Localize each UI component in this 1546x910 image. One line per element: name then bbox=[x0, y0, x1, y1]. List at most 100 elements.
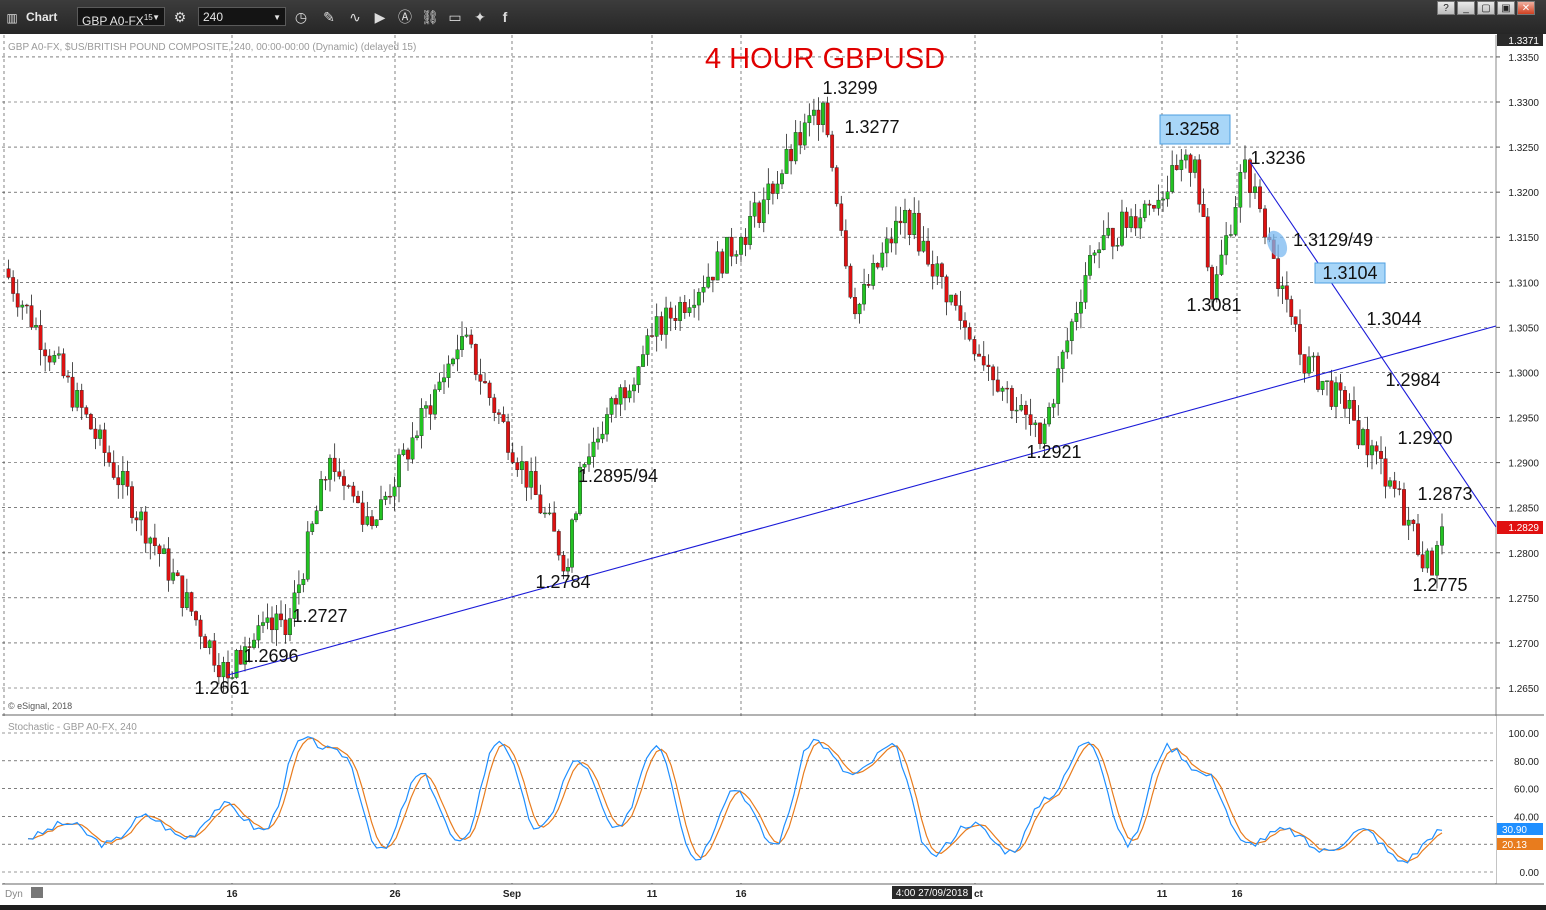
play-icon[interactable]: ▶ bbox=[374, 9, 386, 25]
price-axis[interactable] bbox=[1496, 35, 1544, 715]
chart-svg[interactable]: 1.3350 1.3300 1.3250 1.3200 1.3150 1.3100 1.30… bbox=[0, 34, 1546, 905]
chevron-down-icon[interactable]: ▼ bbox=[273, 13, 281, 22]
candle-body bbox=[1263, 208, 1267, 238]
candle-body bbox=[1193, 159, 1197, 173]
symbol-input[interactable]: GBP A0-FX15 ▼ bbox=[77, 7, 165, 28]
candle-body bbox=[383, 495, 388, 500]
candle-body bbox=[424, 405, 428, 409]
candle-body bbox=[687, 307, 692, 313]
price-tick-label: 1.3250 bbox=[1508, 143, 1539, 154]
candle-body bbox=[198, 619, 203, 637]
x-tick-label: Sep bbox=[503, 889, 521, 900]
price-tick-label: 1.2850 bbox=[1508, 504, 1539, 515]
candle-body bbox=[884, 238, 889, 254]
stoch-k-line bbox=[27, 736, 1443, 864]
minimize-button[interactable]: _ bbox=[1457, 1, 1475, 15]
candle-body bbox=[1019, 405, 1024, 411]
x-tick-label: 16 bbox=[226, 889, 238, 900]
twitter-icon[interactable]: ✦ bbox=[474, 9, 486, 25]
candle-body bbox=[1402, 489, 1406, 526]
candle-body bbox=[715, 251, 720, 281]
stochastic-plot-area[interactable] bbox=[2, 716, 1496, 883]
candle-body bbox=[433, 389, 437, 415]
candle-body bbox=[1142, 203, 1147, 218]
dyn-toggle-icon[interactable] bbox=[31, 887, 43, 898]
candle-body bbox=[866, 284, 871, 286]
candle-body bbox=[802, 122, 807, 146]
candle-body bbox=[949, 294, 954, 303]
candle-body bbox=[410, 437, 415, 460]
restore-button[interactable]: ▢ bbox=[1477, 1, 1495, 15]
price-tick-label: 1.3200 bbox=[1508, 188, 1539, 199]
candle-body bbox=[940, 263, 944, 277]
candle-body bbox=[903, 209, 907, 224]
candle-body bbox=[775, 183, 780, 194]
price-annotation: 1.2661 bbox=[194, 678, 249, 698]
candle-body bbox=[1079, 301, 1083, 314]
candle-body bbox=[1338, 382, 1343, 391]
candle-body bbox=[958, 305, 963, 321]
candle-body bbox=[15, 293, 20, 308]
candle-body bbox=[770, 183, 775, 194]
gear-icon[interactable]: ⚙ bbox=[173, 9, 187, 25]
help-button[interactable]: ? bbox=[1437, 1, 1455, 15]
candle-body bbox=[134, 517, 139, 521]
candle-body bbox=[464, 334, 469, 337]
axis-top-box bbox=[1497, 34, 1543, 46]
candle-body bbox=[212, 640, 217, 666]
candle-body bbox=[1124, 211, 1129, 228]
candle-body bbox=[469, 334, 474, 345]
pencil-icon[interactable]: ✎ bbox=[323, 9, 335, 25]
candle-body bbox=[673, 318, 678, 321]
candle-body bbox=[6, 268, 11, 278]
candle-body bbox=[935, 263, 940, 277]
candle-body bbox=[614, 398, 618, 405]
candle-body bbox=[270, 617, 274, 631]
candle-body bbox=[650, 335, 654, 337]
candle-body bbox=[825, 102, 830, 136]
highlight-marker bbox=[1266, 230, 1288, 258]
candle-body bbox=[392, 486, 397, 497]
rising-trendline[interactable] bbox=[227, 325, 1497, 676]
close-button[interactable]: ✕ bbox=[1517, 1, 1535, 15]
price-annotation: 1.3236 bbox=[1250, 148, 1305, 168]
candle-body bbox=[529, 471, 534, 488]
candle-body bbox=[1365, 429, 1370, 456]
candle-body bbox=[1425, 550, 1430, 569]
price-annotation: 1.3258 bbox=[1164, 119, 1219, 139]
candle-body bbox=[857, 303, 862, 315]
candle-body bbox=[587, 456, 591, 465]
candle-body bbox=[98, 429, 102, 439]
candle-body bbox=[1224, 235, 1229, 256]
candle-body bbox=[1420, 554, 1425, 569]
candle-body bbox=[70, 376, 75, 408]
chevron-down-icon[interactable]: ▼ bbox=[152, 13, 160, 22]
candle-body bbox=[725, 236, 729, 274]
facebook-icon[interactable]: f bbox=[502, 9, 508, 25]
candle-body bbox=[120, 470, 125, 486]
candle-body bbox=[578, 466, 582, 514]
alert-icon[interactable]: Ⓐ bbox=[398, 9, 412, 25]
candle-body bbox=[1038, 422, 1042, 444]
candle-body bbox=[821, 102, 825, 125]
window-title: Chart bbox=[26, 10, 58, 24]
candle-body bbox=[216, 665, 221, 678]
falling-trendline[interactable] bbox=[1249, 161, 1497, 528]
clock-icon[interactable]: ◷ bbox=[294, 9, 308, 25]
interval-input[interactable]: 240 ▼ bbox=[198, 7, 286, 26]
candle-body bbox=[487, 382, 492, 398]
chart-area[interactable]: 1.3350 1.3300 1.3250 1.3200 1.3150 1.3100 1.30… bbox=[0, 34, 1546, 905]
comment-icon[interactable]: ▭ bbox=[448, 9, 462, 25]
link-icon[interactable]: ⛓ bbox=[421, 9, 439, 25]
candle-body bbox=[1097, 249, 1102, 254]
candle-body bbox=[641, 354, 645, 367]
stoch-tick-label: 100.00 bbox=[1508, 729, 1539, 740]
candle-body bbox=[1298, 324, 1302, 355]
candle-body bbox=[496, 412, 501, 415]
price-plot-area[interactable] bbox=[2, 35, 1496, 715]
candle-body bbox=[515, 462, 520, 471]
x-axis[interactable] bbox=[2, 885, 1544, 904]
maximize-button[interactable]: ▣ bbox=[1497, 1, 1515, 15]
curve-icon[interactable]: ∿ bbox=[349, 9, 361, 25]
candle-body bbox=[1214, 274, 1219, 300]
